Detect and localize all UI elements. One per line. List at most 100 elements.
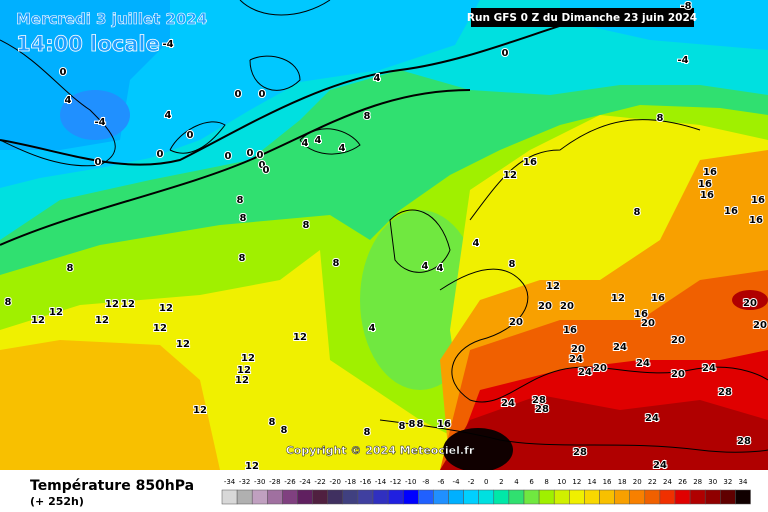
cold-region	[0, 0, 170, 150]
colorbar-label: 32	[723, 478, 732, 486]
colorbar-label: -20	[330, 478, 341, 486]
variable-title: Température 850hPa	[30, 478, 194, 494]
contour-label: 0	[259, 89, 266, 100]
contour-label: 8	[269, 417, 276, 428]
colorbar-swatch	[614, 489, 630, 505]
colorbar-label: -2	[468, 478, 475, 486]
contour-label: 20	[593, 363, 607, 374]
colorbar-swatch	[342, 489, 359, 505]
contour-label: 12	[237, 365, 251, 376]
colorbar-label: 2	[499, 478, 503, 486]
colorbar-swatch	[478, 489, 495, 505]
contour-label: 12	[153, 323, 167, 334]
colorbar-swatch	[297, 489, 313, 505]
contour-label: 12	[611, 293, 625, 304]
colorbar-swatch	[704, 489, 721, 505]
colorbar-swatch	[584, 489, 600, 505]
contour-label: 0	[157, 149, 164, 160]
colorbar-label: 6	[529, 478, 534, 486]
colorbar-label: 34	[738, 478, 747, 486]
contour-label: 8	[237, 195, 244, 206]
colorbar-swatch	[236, 489, 253, 505]
contour-label: 8	[240, 213, 247, 224]
contour-label: 20	[753, 320, 767, 331]
hot-region	[440, 395, 768, 470]
contour-label: 4	[422, 261, 429, 272]
colorbar-swatch	[689, 489, 706, 505]
contour-label: 24	[569, 354, 583, 365]
contour-label: 12	[121, 299, 135, 310]
coastlines	[0, 0, 768, 453]
contour-label: 12	[95, 315, 109, 326]
contour-label: 12	[105, 299, 119, 310]
colorbar-swatch	[372, 489, 389, 505]
contour-label: 12	[503, 170, 517, 181]
colorbar-swatch	[463, 489, 479, 505]
contour-label: 28	[535, 404, 549, 415]
colorbar-swatch	[267, 489, 283, 505]
contour-label: 8	[333, 258, 340, 269]
colorbar-label: 20	[633, 478, 642, 486]
contour-label: 0	[235, 89, 242, 100]
colorbar-label: -34	[224, 478, 236, 486]
colorbar-label: -22	[314, 478, 325, 486]
colorbar-swatch	[221, 489, 238, 505]
contour-label: 12	[546, 281, 560, 292]
contour-label: 4	[374, 73, 381, 84]
contour-label: 16	[703, 167, 717, 178]
contour-label: 0	[502, 48, 509, 59]
contour-label: 16	[724, 206, 738, 217]
contour-label: 8	[634, 207, 641, 218]
colorbar-swatch	[538, 489, 555, 505]
contour-label: -4	[677, 55, 688, 66]
colorbar-swatch	[433, 489, 449, 505]
contour-label: 8	[509, 259, 516, 270]
colorbar-swatch	[629, 489, 646, 505]
contour-label: 12	[193, 405, 207, 416]
colorbar-label: -18	[345, 478, 356, 486]
colorbar-swatch	[674, 489, 691, 505]
colorbar-swatch	[720, 489, 736, 505]
colorbar-label: -14	[375, 478, 387, 486]
colorbar-label: 10	[557, 478, 566, 486]
contour-label: 20	[571, 344, 585, 355]
contour-label: 0	[247, 148, 254, 159]
isotherms	[0, 9, 621, 246]
colorbar-swatch	[508, 489, 525, 505]
contour-label: -4	[94, 117, 105, 128]
colorbar-label: 22	[648, 478, 657, 486]
colorbar-swatch	[659, 489, 676, 505]
contour-label: 20	[509, 317, 523, 328]
contour-label: 24	[702, 363, 716, 374]
contour-label: 12	[159, 303, 173, 314]
forecast-time: 14:00 locale	[16, 32, 160, 56]
colorbar-label: 26	[678, 478, 687, 486]
colorbar-label: -24	[299, 478, 311, 486]
colorbar-swatch	[251, 489, 268, 505]
contour-label: 8	[239, 253, 246, 264]
colorbar-label: 8	[544, 478, 548, 486]
contour-label: 12	[245, 461, 259, 472]
colorbar-label: 18	[618, 478, 627, 486]
contour-label: 20	[743, 298, 757, 309]
colorbar: -34 -32 -30 -28 -26 -24 -22 -20 -18 -16 -14 -12 -10-…	[221, 478, 751, 505]
contour-label: 8	[417, 419, 424, 430]
contour-label: 28	[718, 387, 732, 398]
colorbar-label: -30	[254, 478, 265, 486]
colorbar-swatch	[644, 489, 661, 505]
colorbar-swatch	[402, 489, 419, 505]
colorbar-label: -28	[269, 478, 280, 486]
contour-label: 12	[31, 315, 45, 326]
colorbar-label: 12	[572, 478, 581, 486]
contour-label: 16	[563, 325, 577, 336]
contour-label: 16	[751, 195, 765, 206]
colorbar-swatch	[569, 489, 585, 505]
forecast-date: Mercredi 3 juillet 2024	[16, 10, 207, 28]
contour-label: 8	[5, 297, 12, 308]
contour-label: 4	[315, 135, 322, 146]
contour-label: 16	[634, 309, 648, 320]
contour-label: 4	[165, 110, 172, 121]
colorbar-label: 30	[708, 478, 717, 486]
